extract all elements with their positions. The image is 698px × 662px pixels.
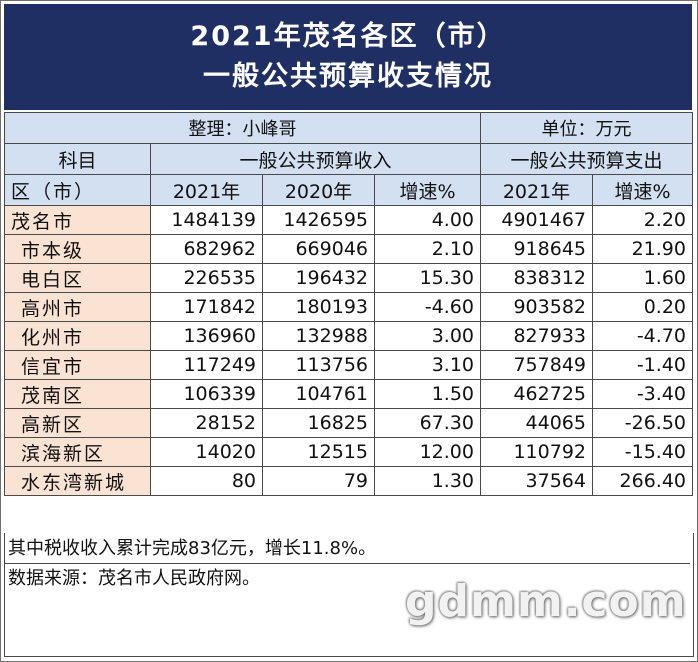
unit-label: 单位：万元: [480, 112, 693, 144]
tax-note: 其中税收收入累计完成83亿元，增长11.8%。: [4, 534, 690, 564]
exp-2021-cell: 827933: [480, 321, 593, 351]
table-row: 茂名市 1484139 1426595 4.00 4901467 2.20: [4, 205, 693, 235]
budget-table: 整理：小峰哥 单位：万元 科目 一般公共预算收入 一般公共预算支出 区（市） 2…: [4, 112, 693, 496]
site-watermark: gdmm.com: [405, 576, 687, 627]
rev-2020-cell: 79: [262, 466, 375, 496]
exp-growth-cell: 21.90: [592, 234, 693, 264]
exp-growth-cell: -4.70: [592, 321, 693, 351]
rev-2021-cell: 226535: [150, 263, 263, 293]
exp-2021-cell: 838312: [480, 263, 593, 293]
title-line-2: 一般公共预算收支情况: [203, 61, 493, 92]
table-row: 高州市 171842 180193 -4.60 903582 0.20: [4, 292, 693, 322]
notes-section: 其中税收收入累计完成83亿元，增长11.8%。 数据来源：茂名市人民政府网。: [4, 534, 690, 593]
exp-growth-cell: -15.40: [592, 437, 693, 467]
rev-2020-cell: 16825: [262, 408, 375, 438]
exp-2021-cell: 462725: [480, 379, 593, 409]
rev-2020-cell: 180193: [262, 292, 375, 322]
rev-2020-cell: 132988: [262, 321, 375, 351]
table-row: 滨海新区 14020 12515 12.00 110792 -15.40: [4, 437, 693, 467]
rev-growth-cell: -4.60: [374, 292, 481, 322]
district-name: 信宜市: [4, 350, 151, 380]
exp-2021-cell: 903582: [480, 292, 593, 322]
table-row: 高新区 28152 16825 67.30 44065 -26.50: [4, 408, 693, 438]
table-row: 市本级 682962 669046 2.10 918645 21.90: [4, 234, 693, 264]
rev-growth-cell: 67.30: [374, 408, 481, 438]
rev-2020-cell: 104761: [262, 379, 375, 409]
revenue-group-header: 一般公共预算收入: [150, 143, 481, 175]
table-row: 水东湾新城 80 79 1.30 37564 266.40: [4, 466, 693, 496]
rev-2021-cell: 14020: [150, 437, 263, 467]
rev-growth-cell: 3.10: [374, 350, 481, 380]
table-row: 化州市 136960 132988 3.00 827933 -4.70: [4, 321, 693, 351]
rev-2021-header: 2021年: [150, 174, 263, 206]
table-row: 信宜市 117249 113756 3.10 757849 -1.40: [4, 350, 693, 380]
district-name: 茂名市: [4, 205, 151, 235]
exp-2021-cell: 110792: [480, 437, 593, 467]
table-row: 茂南区 106339 104761 1.50 462725 -3.40: [4, 379, 693, 409]
rev-2020-cell: 113756: [262, 350, 375, 380]
exp-growth-cell: 2.20: [592, 205, 693, 235]
district-name: 市本级: [4, 234, 151, 264]
source-note: 数据来源：茂名市人民政府网。: [8, 568, 260, 589]
rev-2021-cell: 1484139: [150, 205, 263, 235]
district-name: 水东湾新城: [4, 466, 151, 496]
group-header-row: 科目 一般公共预算收入 一般公共预算支出: [4, 143, 693, 175]
rev-growth-header: 增速%: [374, 174, 481, 206]
subject-header: 科目: [4, 143, 151, 175]
title-line-1: 2021年茂名各区（市）: [190, 21, 506, 52]
exp-2021-cell: 37564: [480, 466, 593, 496]
district-name: 高州市: [4, 292, 151, 322]
title-banner: 2021年茂名各区（市） 一般公共预算收支情况: [4, 4, 692, 110]
exp-growth-cell: 0.20: [592, 292, 693, 322]
rev-growth-cell: 3.00: [374, 321, 481, 351]
district-name: 高新区: [4, 408, 151, 438]
notes-box: [4, 533, 694, 657]
table-row: 电白区 226535 196432 15.30 838312 1.60: [4, 263, 693, 293]
rev-2020-cell: 1426595: [262, 205, 375, 235]
expense-group-header: 一般公共预算支出: [480, 143, 693, 175]
exp-2021-cell: 918645: [480, 234, 593, 264]
rev-2021-cell: 136960: [150, 321, 263, 351]
exp-growth-cell: -1.40: [592, 350, 693, 380]
rev-growth-cell: 1.30: [374, 466, 481, 496]
rev-growth-cell: 2.10: [374, 234, 481, 264]
exp-2021-cell: 4901467: [480, 205, 593, 235]
district-name: 滨海新区: [4, 437, 151, 467]
exp-2021-header: 2021年: [480, 174, 593, 206]
meta-row: 整理：小峰哥 单位：万元: [4, 112, 693, 144]
rev-2020-header: 2020年: [262, 174, 375, 206]
rev-growth-cell: 1.50: [374, 379, 481, 409]
exp-growth-cell: 1.60: [592, 263, 693, 293]
rev-2021-cell: 171842: [150, 292, 263, 322]
rev-growth-cell: 12.00: [374, 437, 481, 467]
rev-2021-cell: 117249: [150, 350, 263, 380]
rev-2020-cell: 669046: [262, 234, 375, 264]
rev-growth-cell: 4.00: [374, 205, 481, 235]
exp-growth-cell: 266.40: [592, 466, 693, 496]
rev-2021-cell: 682962: [150, 234, 263, 264]
exp-2021-cell: 757849: [480, 350, 593, 380]
district-name: 茂南区: [4, 379, 151, 409]
exp-2021-cell: 44065: [480, 408, 593, 438]
district-header: 区（市）: [4, 174, 151, 206]
exp-growth-cell: -26.50: [592, 408, 693, 438]
rev-2021-cell: 106339: [150, 379, 263, 409]
district-name: 化州市: [4, 321, 151, 351]
rev-growth-cell: 15.30: [374, 263, 481, 293]
compiler-label: 整理：小峰哥: [4, 112, 481, 144]
district-name: 电白区: [4, 263, 151, 293]
column-header-row: 区（市） 2021年 2020年 增速% 2021年 增速%: [4, 174, 693, 206]
exp-growth-cell: -3.40: [592, 379, 693, 409]
rev-2020-cell: 12515: [262, 437, 375, 467]
exp-growth-header: 增速%: [592, 174, 693, 206]
rev-2020-cell: 196432: [262, 263, 375, 293]
rev-2021-cell: 80: [150, 466, 263, 496]
rev-2021-cell: 28152: [150, 408, 263, 438]
